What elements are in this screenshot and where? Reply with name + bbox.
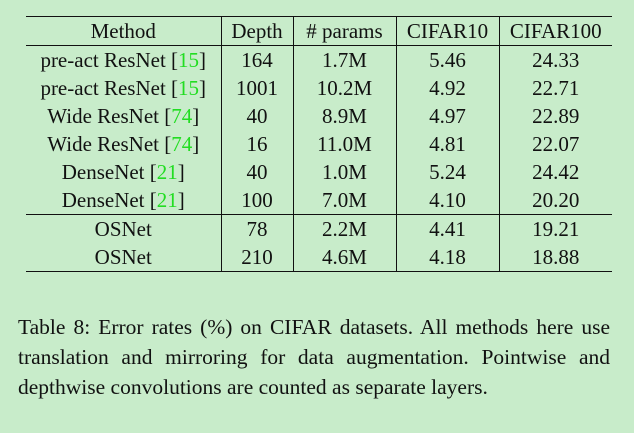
- cifar10-cell-best: 4.10: [396, 186, 500, 215]
- header-depth: Depth: [221, 16, 294, 46]
- citation-link[interactable]: 15: [178, 48, 200, 72]
- citation-link[interactable]: 74: [171, 104, 193, 128]
- table-caption: Table 8: Error rates (%) on CIFAR datase…: [18, 314, 610, 399]
- header-method: Method: [26, 16, 222, 46]
- table-row: OSNet 78 2.2M 4.41 19.21: [26, 214, 612, 243]
- table-row: DenseNet [21] 100 7.0M 4.10 20.20: [26, 186, 612, 215]
- depth-cell: 1001: [221, 74, 294, 102]
- cifar10-cell: 5.46: [396, 45, 500, 74]
- citation-link[interactable]: 21: [156, 188, 178, 212]
- depth-cell: 100: [221, 186, 294, 215]
- header-cifar10: CIFAR10: [396, 16, 500, 46]
- params-cell: 7.0M: [293, 186, 397, 215]
- header-row: Method Depth # params CIFAR10 CIFAR100: [26, 16, 612, 46]
- params-cell: 10.2M: [293, 74, 397, 102]
- cifar10-cell: 4.18: [396, 243, 500, 272]
- params-cell: 1.0M: [293, 158, 397, 186]
- params-cell: 2.2M: [293, 214, 397, 243]
- method-cell: Wide ResNet [74]: [26, 102, 222, 130]
- table-row: Wide ResNet [74] 40 8.9M 4.97 22.89: [26, 102, 612, 130]
- cifar10-cell: 5.24: [396, 158, 500, 186]
- depth-cell: 16: [221, 130, 294, 158]
- cifar10-cell: 4.41: [396, 214, 500, 243]
- cifar100-cell: 24.42: [532, 160, 580, 184]
- depth-cell: 78: [221, 214, 294, 243]
- cifar100-cell-best: 18.88: [532, 245, 580, 269]
- cifar100-cell: 22.89: [532, 104, 580, 128]
- depth-cell: 164: [221, 45, 294, 74]
- cifar100-cell: 20.20: [532, 188, 580, 212]
- method-cell: DenseNet [21]: [26, 186, 222, 215]
- citation-link[interactable]: 74: [171, 132, 193, 156]
- table-row: pre-act ResNet [15] 1001 10.2M 4.92 22.7…: [26, 74, 612, 102]
- cifar10-cell: 4.81: [396, 130, 500, 158]
- table-row: Wide ResNet [74] 16 11.0M 4.81 22.07: [26, 130, 612, 158]
- method-cell: pre-act ResNet [15]: [26, 74, 222, 102]
- params-cell: 4.6M: [293, 243, 397, 272]
- depth-cell: 210: [221, 243, 294, 272]
- citation-link[interactable]: 15: [178, 76, 200, 100]
- method-cell: OSNet: [26, 214, 222, 243]
- cifar10-cell: 4.92: [396, 74, 500, 102]
- table-row: OSNet 210 4.6M 4.18 18.88: [26, 243, 612, 272]
- results-table: Method Depth # params CIFAR10 CIFAR100 p…: [26, 16, 612, 272]
- cifar100-cell: 19.21: [532, 217, 580, 241]
- depth-cell: 40: [221, 102, 294, 130]
- params-cell: 8.9M: [293, 102, 397, 130]
- params-cell: 1.7M: [293, 45, 397, 74]
- method-cell: pre-act ResNet [15]: [26, 45, 222, 74]
- method-cell: OSNet: [26, 243, 222, 272]
- cifar100-cell: 22.71: [532, 76, 580, 100]
- table-row: pre-act ResNet [15] 164 1.7M 5.46 24.33: [26, 45, 612, 74]
- citation-link[interactable]: 21: [156, 160, 178, 184]
- table-row: DenseNet [21] 40 1.0M 5.24 24.42: [26, 158, 612, 186]
- cifar100-cell: 24.33: [532, 48, 580, 72]
- header-cifar100: CIFAR100: [509, 19, 602, 43]
- cifar10-cell: 4.97: [396, 102, 500, 130]
- depth-cell: 40: [221, 158, 294, 186]
- cifar100-cell: 22.07: [532, 132, 580, 156]
- method-cell: DenseNet [21]: [26, 158, 222, 186]
- method-cell: Wide ResNet [74]: [26, 130, 222, 158]
- header-params: # params: [293, 16, 397, 46]
- params-cell: 11.0M: [293, 130, 397, 158]
